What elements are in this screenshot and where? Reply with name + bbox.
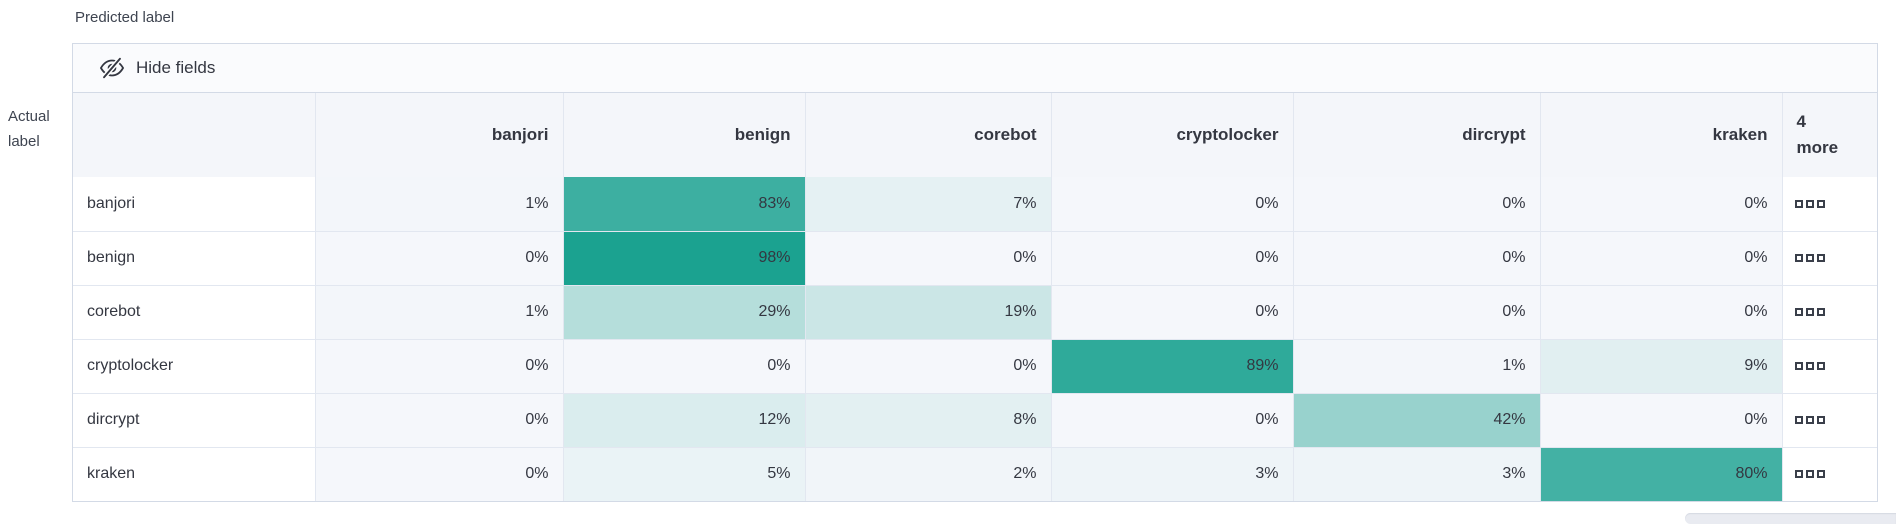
hide-fields-button[interactable]: Hide fields — [99, 55, 215, 81]
cell-kraken-dircrypt[interactable]: 3% — [1293, 447, 1541, 501]
cell-cryptolocker-corebot[interactable]: 0% — [805, 339, 1052, 394]
column-header-cryptolocker[interactable]: cryptolocker — [1051, 93, 1294, 177]
more-values-cell-kraken[interactable] — [1782, 447, 1877, 501]
header-row: banjori benign corebot cryptolocker dircrypt… — [73, 93, 1877, 177]
matrix-row-corebot: corebot 1% 29% 19% 0% 0% 0% — [73, 285, 1877, 340]
more-columns-header[interactable]: 4 more — [1782, 93, 1877, 177]
boxes-horizontal-icon — [1794, 254, 1825, 262]
column-header-corebot[interactable]: corebot — [805, 93, 1052, 177]
cell-corebot-kraken[interactable]: 0% — [1540, 285, 1783, 340]
cell-cryptolocker-dircrypt[interactable]: 1% — [1293, 339, 1541, 394]
cell-banjori-banjori[interactable]: 1% — [315, 177, 564, 232]
confusion-matrix-table: banjori benign corebot cryptolocker dircrypt… — [73, 93, 1877, 501]
more-values-cell-corebot[interactable] — [1782, 285, 1877, 340]
eye-closed-icon — [99, 55, 125, 81]
cell-benign-cryptolocker[interactable]: 0% — [1051, 231, 1294, 286]
column-header-benign[interactable]: benign — [563, 93, 806, 177]
more-values-cell-cryptolocker[interactable] — [1782, 339, 1877, 394]
actual-axis-label-line1: Actual — [8, 108, 50, 125]
cell-banjori-kraken[interactable]: 0% — [1540, 177, 1783, 232]
boxes-horizontal-icon — [1794, 416, 1825, 424]
cell-benign-benign[interactable]: 98% — [563, 231, 806, 286]
cell-cryptolocker-kraken[interactable]: 9% — [1540, 339, 1783, 394]
corner-cell — [73, 93, 316, 177]
boxes-horizontal-icon — [1794, 308, 1825, 316]
cell-kraken-banjori[interactable]: 0% — [315, 447, 564, 501]
column-header-dircrypt[interactable]: dircrypt — [1293, 93, 1541, 177]
grid-controls-bar: Hide fields — [73, 44, 1877, 93]
cell-benign-banjori[interactable]: 0% — [315, 231, 564, 286]
horizontal-scrollbar-thumb[interactable] — [1685, 513, 1896, 524]
cell-benign-kraken[interactable]: 0% — [1540, 231, 1783, 286]
cell-dircrypt-banjori[interactable]: 0% — [315, 393, 564, 448]
matrix-row-benign: benign 0% 98% 0% 0% 0% 0% — [73, 231, 1877, 286]
hide-fields-label: Hide fields — [136, 58, 216, 77]
cell-corebot-dircrypt[interactable]: 0% — [1293, 285, 1541, 340]
more-values-cell-banjori[interactable] — [1782, 177, 1877, 232]
actual-axis-label-line2: label — [8, 133, 40, 150]
cell-kraken-cryptolocker[interactable]: 3% — [1051, 447, 1294, 501]
row-label-kraken[interactable]: kraken — [73, 447, 316, 501]
more-values-cell-dircrypt[interactable] — [1782, 393, 1877, 448]
cell-banjori-cryptolocker[interactable]: 0% — [1051, 177, 1294, 232]
boxes-horizontal-icon — [1794, 362, 1825, 370]
cell-banjori-benign[interactable]: 83% — [563, 177, 806, 232]
matrix-row-banjori: banjori 1% 83% 7% 0% 0% 0% — [73, 177, 1877, 232]
cell-corebot-banjori[interactable]: 1% — [315, 285, 564, 340]
cell-kraken-corebot[interactable]: 2% — [805, 447, 1052, 501]
more-values-cell-benign[interactable] — [1782, 231, 1877, 286]
predicted-axis-label: Predicted label — [75, 9, 175, 26]
confusion-matrix-grid: Hide fields banjori benign corebot cryptolo… — [72, 43, 1878, 502]
cell-banjori-dircrypt[interactable]: 0% — [1293, 177, 1541, 232]
cell-corebot-corebot[interactable]: 19% — [805, 285, 1052, 340]
row-label-dircrypt[interactable]: dircrypt — [73, 393, 316, 448]
cell-corebot-cryptolocker[interactable]: 0% — [1051, 285, 1294, 340]
cell-benign-dircrypt[interactable]: 0% — [1293, 231, 1541, 286]
cell-corebot-benign[interactable]: 29% — [563, 285, 806, 340]
cell-dircrypt-benign[interactable]: 12% — [563, 393, 806, 448]
row-label-benign[interactable]: benign — [73, 231, 316, 286]
column-header-kraken[interactable]: kraken — [1540, 93, 1783, 177]
matrix-body: banjori 1% 83% 7% 0% 0% 0% benign 0% 98% 0% 0% 0% 0% c… — [73, 177, 1877, 501]
matrix-row-kraken: kraken 0% 5% 2% 3% 3% 80% — [73, 447, 1877, 501]
row-label-cryptolocker[interactable]: cryptolocker — [73, 339, 316, 394]
cell-banjori-corebot[interactable]: 7% — [805, 177, 1052, 232]
cell-dircrypt-kraken[interactable]: 0% — [1540, 393, 1783, 448]
boxes-horizontal-icon — [1794, 199, 1825, 208]
cell-cryptolocker-cryptolocker[interactable]: 89% — [1051, 339, 1294, 394]
boxes-horizontal-icon — [1794, 470, 1825, 479]
row-label-corebot[interactable]: corebot — [73, 285, 316, 340]
matrix-row-cryptolocker: cryptolocker 0% 0% 0% 89% 1% 9% — [73, 339, 1877, 394]
cell-kraken-benign[interactable]: 5% — [563, 447, 806, 501]
cell-dircrypt-dircrypt[interactable]: 42% — [1293, 393, 1541, 448]
cell-kraken-kraken[interactable]: 80% — [1540, 447, 1783, 501]
cell-dircrypt-cryptolocker[interactable]: 0% — [1051, 393, 1294, 448]
cell-benign-corebot[interactable]: 0% — [805, 231, 1052, 286]
row-label-banjori[interactable]: banjori — [73, 177, 316, 232]
cell-cryptolocker-banjori[interactable]: 0% — [315, 339, 564, 394]
cell-cryptolocker-benign[interactable]: 0% — [563, 339, 806, 394]
column-header-banjori[interactable]: banjori — [315, 93, 564, 177]
actual-axis-label: Actual label — [8, 104, 50, 154]
matrix-row-dircrypt: dircrypt 0% 12% 8% 0% 42% 0% — [73, 393, 1877, 448]
cell-dircrypt-corebot[interactable]: 8% — [805, 393, 1052, 448]
